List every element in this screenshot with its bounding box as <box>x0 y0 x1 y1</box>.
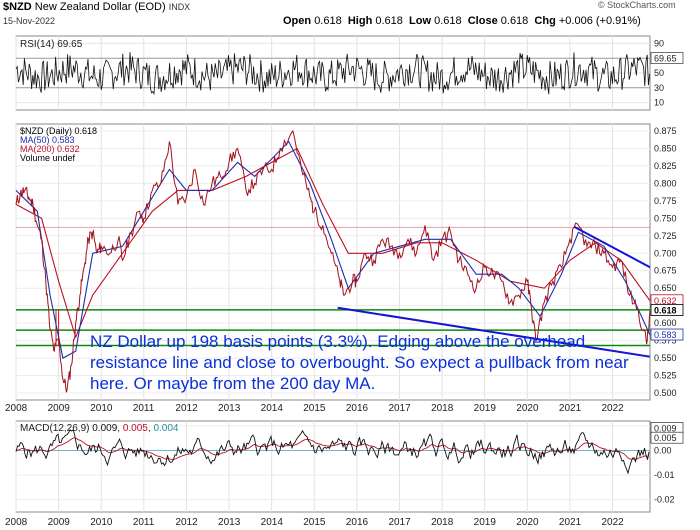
price-tick-label: 0.550 <box>654 353 677 363</box>
ohlc-readout: Open 0.618 High 0.618 Low 0.618 Close 0.… <box>283 15 641 27</box>
x-tick-label: 2020 <box>516 517 539 528</box>
price-tick-label: 0.700 <box>654 248 677 258</box>
price-tick-label: 0.850 <box>654 143 677 153</box>
price-legend-entry: MA(200) 0.632 <box>20 144 80 154</box>
lower-trendline <box>337 306 651 358</box>
macd-tick-label: 0.00 <box>654 446 672 456</box>
ma50-value-tag-box <box>650 328 684 341</box>
x-tick-label: 2012 <box>175 517 198 528</box>
x-tick-label: 2014 <box>261 517 284 528</box>
x-tick-label: 2008 <box>5 403 28 414</box>
x-tick-label: 2021 <box>559 517 582 528</box>
instrument-name: New Zealand Dollar (EOD) <box>34 1 166 13</box>
macd-legend-hist: 0.004 <box>153 423 178 434</box>
macd-signal-tag-box <box>650 431 684 444</box>
rsi-tick-label: 10 <box>654 98 664 108</box>
price-value-tag-box <box>650 304 684 316</box>
price-tick-label: 0.800 <box>654 178 677 188</box>
price-tick-label: 0.500 <box>654 388 677 398</box>
price-tick-label: 0.725 <box>654 231 677 241</box>
price-tick-label: 0.750 <box>654 213 677 223</box>
x-tick-label: 2019 <box>474 403 497 414</box>
price-value-tag: 0.618 <box>654 306 677 316</box>
rsi-line <box>15 52 650 96</box>
x-tick-label: 2011 <box>133 403 155 414</box>
x-tick-label: 2017 <box>388 517 411 528</box>
price-legend-entry: MA(50) 0.583 <box>20 135 75 145</box>
x-tick-label: 2021 <box>559 403 582 414</box>
ma200-value-tag: 0.632 <box>654 296 677 306</box>
rsi-value-tag: 69.65 <box>654 53 677 63</box>
price-tick-label: 0.775 <box>654 196 677 206</box>
macd-signal-line <box>15 437 650 460</box>
macd-legend: MACD(12,26,9) 0.009, 0.005, 0.004 <box>20 423 179 434</box>
chart-date: 15-Nov-2022 <box>3 16 56 26</box>
price-tick-label: 0.875 <box>654 126 677 136</box>
macd-legend-prefix: MACD(12,26,9) <box>20 423 92 434</box>
price-line <box>15 129 651 393</box>
x-tick-label: 2009 <box>48 517 71 528</box>
x-tick-label: 2022 <box>602 403 625 414</box>
price-tick-label: 0.650 <box>654 283 677 293</box>
rsi-value-tag-box <box>650 52 684 64</box>
macd-signal-tag: 0.005 <box>654 433 677 443</box>
price-legend-entry: $NZD (Daily) 0.618 <box>20 126 97 136</box>
x-tick-label: 2008 <box>5 517 28 528</box>
x-tick-label: 2016 <box>346 403 369 414</box>
chart-header: $NZD New Zealand Dollar (EOD) INDX <box>3 1 190 13</box>
rsi-legend: RSI(14) 69.65 <box>20 39 83 50</box>
ma50-line <box>15 140 651 359</box>
price-legend-entry: Volume undef <box>20 153 76 163</box>
macd-tick-label: -0.02 <box>654 495 675 505</box>
price-tick-label: 0.825 <box>654 161 677 171</box>
x-tick-label: 2020 <box>516 403 539 414</box>
macd-value-tag: 0.009 <box>654 423 677 433</box>
price-tick-label: 0.600 <box>654 318 677 328</box>
macd-tick-label: -0.01 <box>654 470 675 480</box>
ma200-line <box>15 147 651 339</box>
x-tick-label: 2015 <box>303 517 326 528</box>
x-tick-label: 2012 <box>175 403 198 414</box>
rsi-tick-label: 30 <box>654 83 664 93</box>
x-tick-label: 2019 <box>474 517 497 528</box>
x-tick-label: 2017 <box>388 403 411 414</box>
macd-line <box>15 429 650 475</box>
watermark: © StockCharts.com <box>598 0 676 10</box>
x-tick-label: 2013 <box>218 517 241 528</box>
low-value: 0.618 <box>434 15 462 27</box>
high-value: 0.618 <box>375 15 403 27</box>
x-tick-label: 2009 <box>48 403 71 414</box>
change-value: +0.006 (+0.91%) <box>558 15 641 27</box>
x-tick-label: 2014 <box>261 403 284 414</box>
close-value: 0.618 <box>500 15 529 27</box>
price-panel-frame <box>15 123 651 401</box>
macd-legend-sep: , <box>117 423 123 434</box>
ma50-value-tag: 0.583 <box>654 330 677 340</box>
price-tick-label: 0.675 <box>654 266 677 276</box>
open-value: 0.618 <box>314 15 342 27</box>
upper-trendline <box>573 225 651 269</box>
chart-annotation: NZ Dollar up 198 basis points (3.3%). Ed… <box>90 332 629 393</box>
price-tick-label: 0.575 <box>654 336 677 346</box>
x-tick-label: 2018 <box>431 403 454 414</box>
exchange: INDX <box>168 2 191 12</box>
x-tick-label: 2010 <box>90 403 113 414</box>
price-tick-label: 0.525 <box>654 371 677 381</box>
rsi-tick-label: 50 <box>654 68 664 78</box>
rsi-tick-label: 90 <box>654 38 664 48</box>
macd-legend-macd: 0.009 <box>92 423 117 434</box>
x-tick-label: 2010 <box>90 517 113 528</box>
macd-legend-sep: , <box>148 423 154 434</box>
x-tick-label: 2015 <box>303 403 326 414</box>
macd-legend-signal: 0.005 <box>123 423 148 434</box>
x-tick-label: 2018 <box>431 517 454 528</box>
x-tick-label: 2016 <box>346 517 369 528</box>
x-tick-label: 2011 <box>133 517 155 528</box>
macd-panel-frame <box>15 420 651 513</box>
x-tick-label: 2022 <box>602 517 625 528</box>
symbol: $NZD <box>3 1 32 13</box>
x-tick-label: 2013 <box>218 403 241 414</box>
